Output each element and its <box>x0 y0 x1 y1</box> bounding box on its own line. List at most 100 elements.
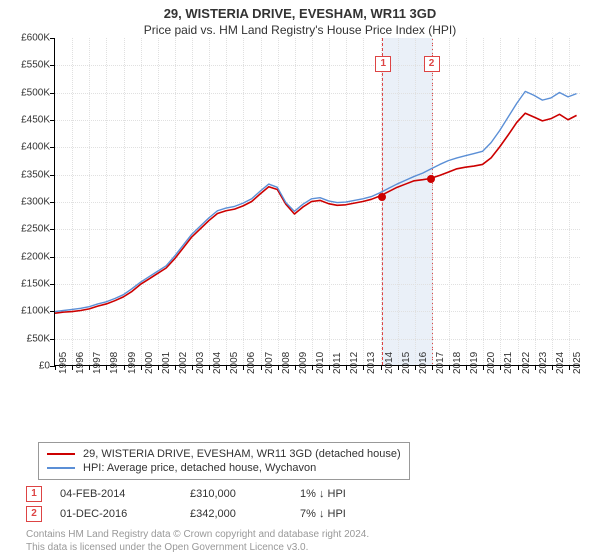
sales-date: 01-DEC-2016 <box>60 508 190 520</box>
y-axis-label: £600K <box>2 33 50 44</box>
x-axis-label: 1999 <box>127 352 138 374</box>
y-axis-label: £250K <box>2 224 50 235</box>
x-axis-label: 2008 <box>281 352 292 374</box>
x-axis-label: 2020 <box>486 352 497 374</box>
x-tick <box>312 365 313 370</box>
y-axis-label: £550K <box>2 60 50 71</box>
x-tick <box>466 365 467 370</box>
x-axis-label: 2012 <box>349 352 360 374</box>
plot-area: 12 <box>54 38 580 366</box>
y-axis-label: £100K <box>2 306 50 317</box>
x-tick <box>398 365 399 370</box>
chart-titles: 29, WISTERIA DRIVE, EVESHAM, WR11 3GD Pr… <box>0 0 600 37</box>
chart-title: 29, WISTERIA DRIVE, EVESHAM, WR11 3GD <box>0 6 600 21</box>
x-tick <box>175 365 176 370</box>
attribution-line1: Contains HM Land Registry data © Crown c… <box>26 528 574 541</box>
x-tick <box>106 365 107 370</box>
x-tick <box>209 365 210 370</box>
x-axis-label: 2023 <box>538 352 549 374</box>
x-axis-label: 2018 <box>452 352 463 374</box>
x-tick <box>89 365 90 370</box>
x-tick <box>72 365 73 370</box>
x-axis-label: 2025 <box>572 352 583 374</box>
y-axis-label: £0 <box>2 361 50 372</box>
x-tick <box>55 365 56 370</box>
sale-point-marker <box>427 175 435 183</box>
legend-row: 29, WISTERIA DRIVE, EVESHAM, WR11 3GD (d… <box>47 447 401 461</box>
y-axis-label: £350K <box>2 169 50 180</box>
legend-label: HPI: Average price, detached house, Wych… <box>83 462 316 474</box>
x-tick <box>329 365 330 370</box>
sales-price: £310,000 <box>190 488 300 500</box>
x-axis-label: 2013 <box>366 352 377 374</box>
x-tick <box>535 365 536 370</box>
sales-marker: 1 <box>26 486 42 502</box>
x-tick <box>363 365 364 370</box>
x-tick <box>569 365 570 370</box>
legend-row: HPI: Average price, detached house, Wych… <box>47 461 401 475</box>
x-axis-label: 2004 <box>212 352 223 374</box>
x-tick <box>192 365 193 370</box>
y-axis-label: £450K <box>2 115 50 126</box>
x-tick <box>141 365 142 370</box>
x-axis-label: 1997 <box>92 352 103 374</box>
x-axis-label: 1995 <box>58 352 69 374</box>
x-axis-label: 1998 <box>109 352 120 374</box>
x-axis-label: 2006 <box>246 352 257 374</box>
x-tick <box>381 365 382 370</box>
x-axis-label: 2019 <box>469 352 480 374</box>
y-axis-label: £500K <box>2 87 50 98</box>
x-axis-label: 2022 <box>521 352 532 374</box>
x-tick <box>449 365 450 370</box>
x-axis-label: 2014 <box>384 352 395 374</box>
x-tick <box>295 365 296 370</box>
sales-price: £342,000 <box>190 508 300 520</box>
y-axis-label: £300K <box>2 197 50 208</box>
x-axis-label: 1996 <box>75 352 86 374</box>
sales-marker: 2 <box>26 506 42 522</box>
x-tick <box>500 365 501 370</box>
x-axis-label: 2021 <box>503 352 514 374</box>
x-axis-label: 2005 <box>229 352 240 374</box>
attribution-line2: This data is licensed under the Open Gov… <box>26 541 574 554</box>
y-axis-label: £50K <box>2 333 50 344</box>
x-axis-label: 2000 <box>144 352 155 374</box>
x-axis-label: 2007 <box>264 352 275 374</box>
x-axis-label: 2009 <box>298 352 309 374</box>
x-axis-label: 2011 <box>332 352 343 374</box>
sales-row: 104-FEB-2014£310,0001% ↓ HPI <box>26 484 574 504</box>
x-tick <box>483 365 484 370</box>
attribution: Contains HM Land Registry data © Crown c… <box>26 528 574 554</box>
legend-swatch <box>47 453 75 455</box>
x-tick <box>226 365 227 370</box>
legend-label: 29, WISTERIA DRIVE, EVESHAM, WR11 3GD (d… <box>83 448 401 460</box>
x-tick <box>261 365 262 370</box>
x-tick <box>415 365 416 370</box>
x-axis-label: 2015 <box>401 352 412 374</box>
x-axis-label: 2016 <box>418 352 429 374</box>
x-axis-label: 2010 <box>315 352 326 374</box>
chart-svg <box>55 38 580 365</box>
sales-date: 04-FEB-2014 <box>60 488 190 500</box>
x-axis-label: 2002 <box>178 352 189 374</box>
x-tick <box>432 365 433 370</box>
x-tick <box>552 365 553 370</box>
sales-table: 104-FEB-2014£310,0001% ↓ HPI201-DEC-2016… <box>26 484 574 524</box>
x-axis-label: 2017 <box>435 352 446 374</box>
plot-wrap: 12 £0£50K£100K£150K£200K£250K£300K£350K£… <box>0 38 600 408</box>
y-axis-label: £400K <box>2 142 50 153</box>
sales-row: 2 01-DEC-2016£342,0007% ↓ HPI <box>26 504 574 524</box>
x-tick <box>346 365 347 370</box>
x-axis-label: 2001 <box>161 352 172 374</box>
sale-point-marker <box>378 193 386 201</box>
x-tick <box>158 365 159 370</box>
x-axis-label: 2003 <box>195 352 206 374</box>
legend-box: 29, WISTERIA DRIVE, EVESHAM, WR11 3GD (d… <box>38 442 410 480</box>
legend-swatch <box>47 467 75 469</box>
x-tick <box>124 365 125 370</box>
x-axis-label: 2024 <box>555 352 566 374</box>
chart-subtitle: Price paid vs. HM Land Registry's House … <box>0 21 600 37</box>
sales-delta: 7% ↓ HPI <box>300 508 410 520</box>
x-tick <box>243 365 244 370</box>
y-axis-label: £200K <box>2 251 50 262</box>
